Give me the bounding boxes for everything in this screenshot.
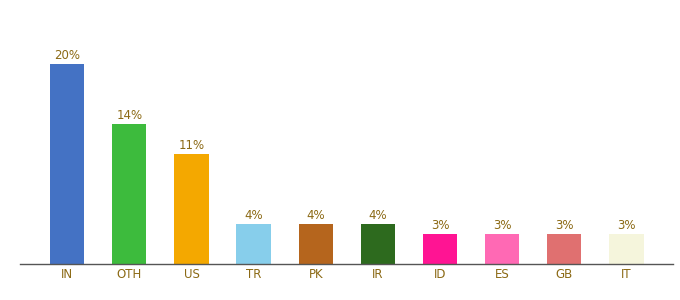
Text: 4%: 4% <box>244 209 263 222</box>
Bar <box>50 64 84 264</box>
Bar <box>174 154 209 264</box>
Bar <box>485 234 520 264</box>
Text: 4%: 4% <box>369 209 387 222</box>
Bar <box>361 224 395 264</box>
Bar <box>609 234 643 264</box>
Bar <box>299 224 333 264</box>
Text: 3%: 3% <box>555 219 573 232</box>
Bar <box>423 234 457 264</box>
Text: 20%: 20% <box>54 49 80 62</box>
Bar <box>112 124 146 264</box>
Text: 11%: 11% <box>178 139 205 152</box>
Text: 14%: 14% <box>116 109 142 122</box>
Bar <box>237 224 271 264</box>
Text: 3%: 3% <box>617 219 636 232</box>
Text: 4%: 4% <box>307 209 325 222</box>
Text: 3%: 3% <box>430 219 449 232</box>
Bar <box>547 234 581 264</box>
Text: 3%: 3% <box>493 219 511 232</box>
